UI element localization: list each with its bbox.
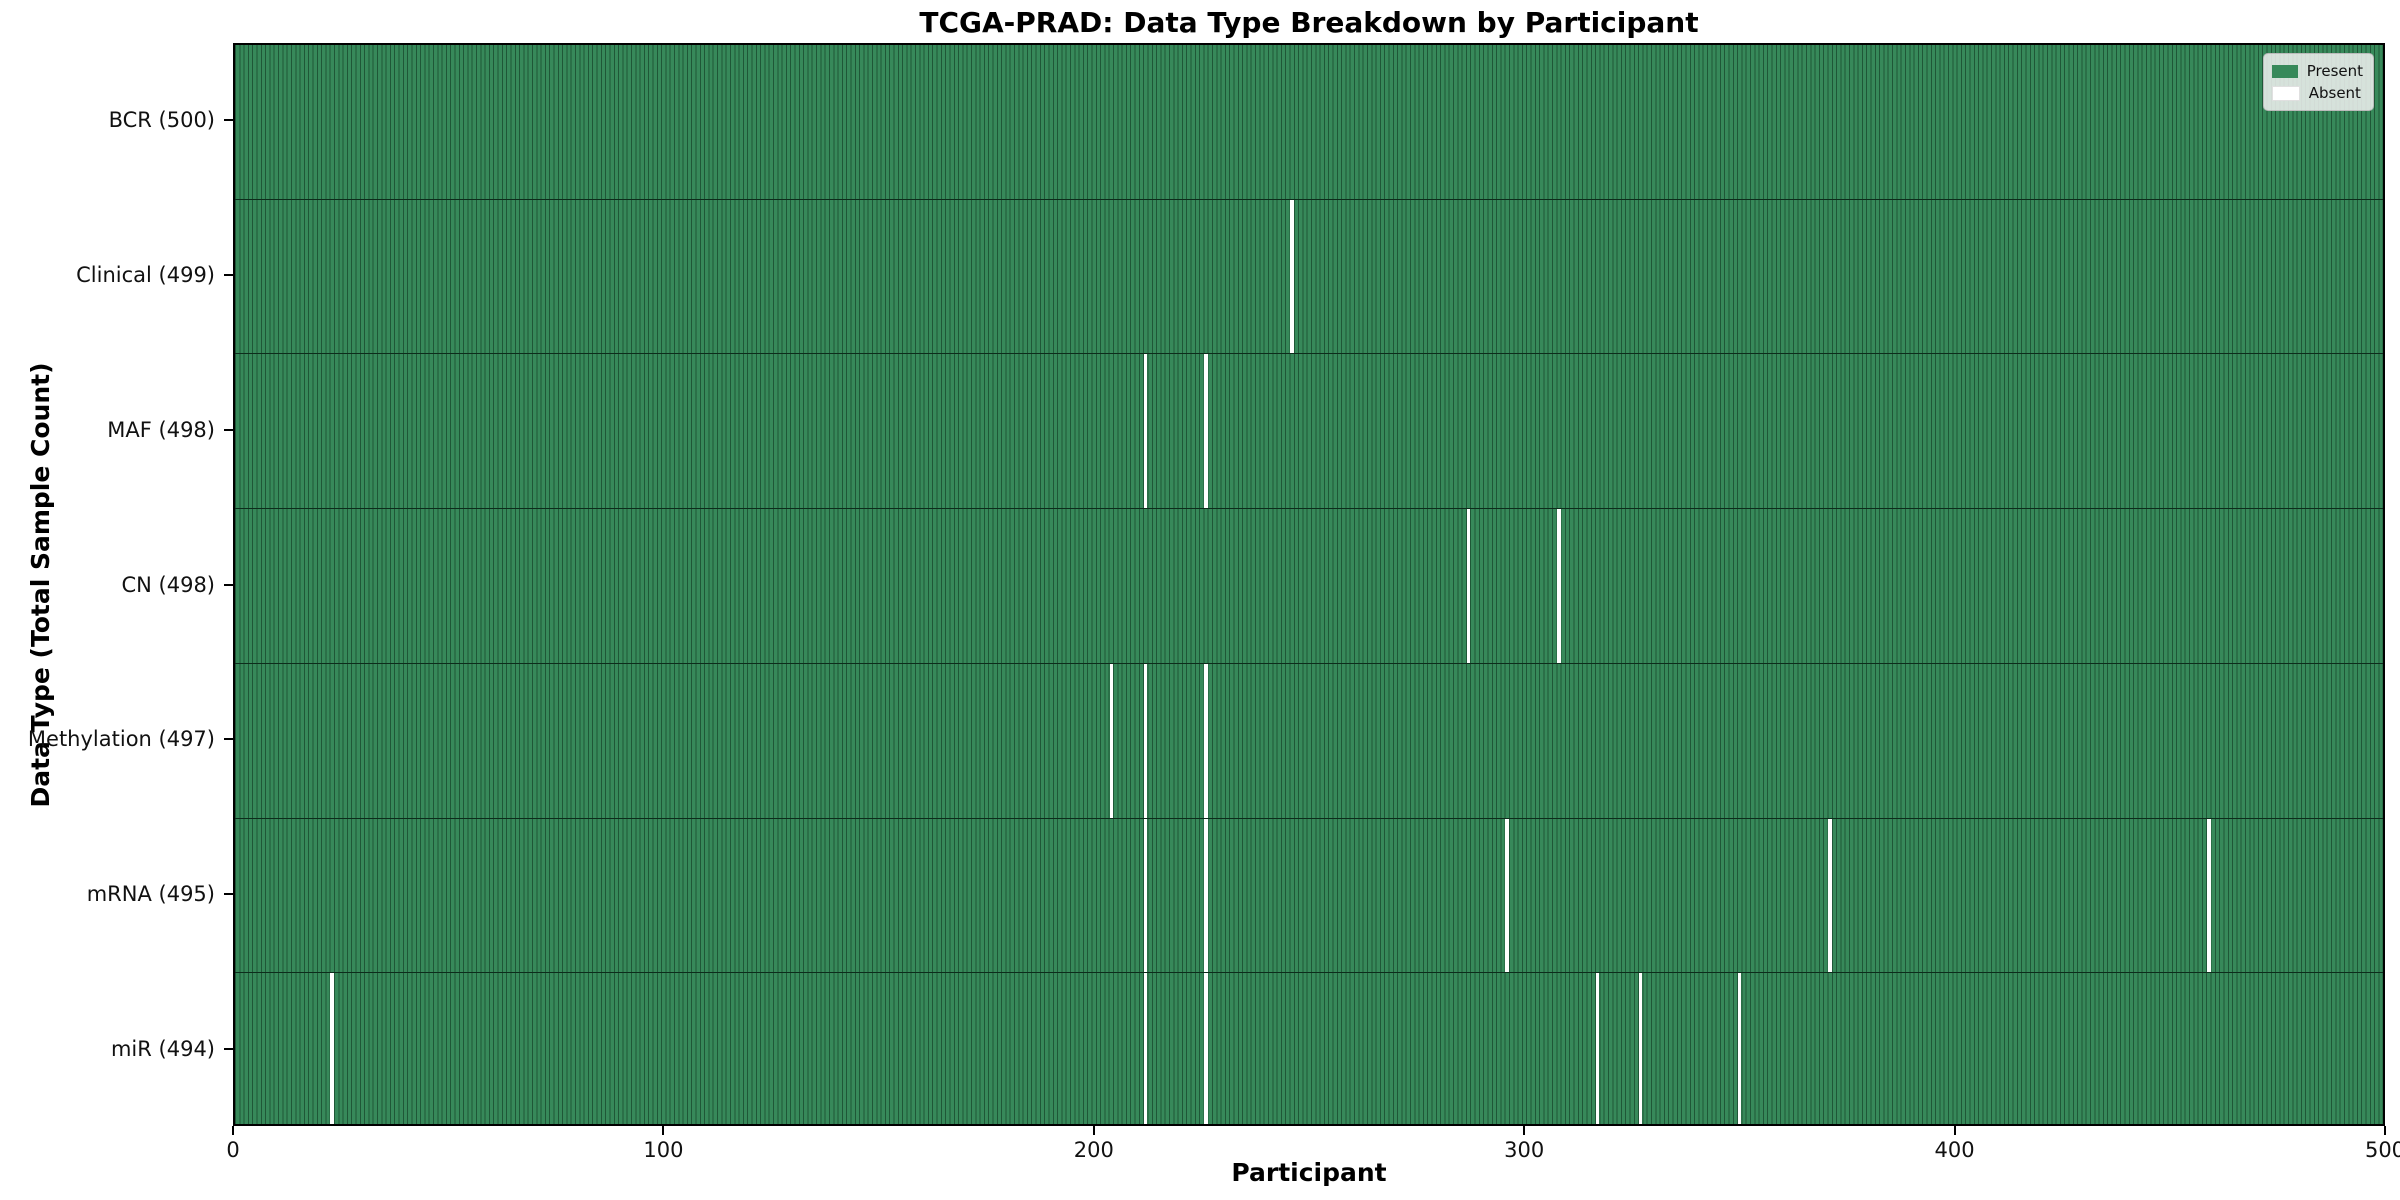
xtick-mark bbox=[2384, 1126, 2386, 1135]
xtick-mark bbox=[1092, 1126, 1095, 1135]
chart-title: TCGA-PRAD: Data Type Breakdown by Partic… bbox=[919, 6, 1699, 39]
xtick-label-100: 100 bbox=[643, 1138, 684, 1162]
ytick-label-bcr: BCR (500) bbox=[108, 108, 215, 133]
legend-absent-label: Absent bbox=[2308, 84, 2361, 102]
absent-gap-methylation-203 bbox=[1109, 663, 1113, 818]
absent-gap-mrna-458 bbox=[2207, 818, 2211, 973]
ytick-label-mir: miR (494) bbox=[110, 1036, 215, 1061]
ytick-label-clinical: Clinical (499) bbox=[76, 263, 215, 288]
ytick-label-cn: CN (498) bbox=[121, 572, 215, 597]
absent-gap-mir-316 bbox=[1595, 973, 1600, 1124]
ytick-mark bbox=[224, 274, 233, 277]
absent-gap-mrna-211 bbox=[1143, 818, 1148, 973]
xtick-mark bbox=[232, 1126, 234, 1135]
absent-gap-maf-225 bbox=[1204, 354, 1208, 509]
heatmap-row-clinical bbox=[235, 199, 2383, 355]
heatmap-row-mir bbox=[235, 973, 2383, 1124]
xtick-label-200: 200 bbox=[1073, 1138, 1114, 1162]
absent-gap-mir-225 bbox=[1204, 973, 1208, 1124]
legend: Present Absent bbox=[2262, 53, 2374, 111]
xtick-label-500: 500 bbox=[2364, 1138, 2400, 1162]
legend-absent-swatch bbox=[2271, 85, 2300, 101]
xtick-label-400: 400 bbox=[1934, 1138, 1975, 1162]
absent-gap-cn-286 bbox=[1466, 509, 1471, 663]
absent-gap-mrna-370 bbox=[1828, 818, 1832, 973]
ytick-mark bbox=[224, 1047, 233, 1050]
absent-gap-mrna-225 bbox=[1204, 818, 1208, 973]
absent-gap-clinical-245 bbox=[1290, 199, 1294, 354]
legend-present-swatch bbox=[2271, 64, 2298, 78]
xtick-mark bbox=[662, 1126, 665, 1135]
x-axis-label: Participant bbox=[1231, 1158, 1387, 1187]
ytick-mark bbox=[224, 738, 233, 741]
absent-gap-maf-211 bbox=[1143, 354, 1148, 509]
xtick-mark bbox=[1953, 1126, 1956, 1135]
absent-gap-mir-211 bbox=[1143, 973, 1148, 1124]
absent-gap-mir-349 bbox=[1737, 973, 1742, 1124]
ytick-mark bbox=[224, 583, 233, 586]
heatmap-row-cn bbox=[235, 509, 2383, 664]
absent-gap-mrna-295 bbox=[1505, 818, 1509, 973]
legend-present-label: Present bbox=[2306, 62, 2363, 80]
absent-gap-mir-326 bbox=[1638, 973, 1643, 1124]
heatmap-row-maf bbox=[235, 354, 2383, 510]
ytick-mark bbox=[224, 428, 233, 431]
xtick-label-300: 300 bbox=[1504, 1138, 1545, 1162]
xtick-mark bbox=[1523, 1126, 1526, 1135]
absent-gap-methylation-211 bbox=[1143, 663, 1148, 818]
plot-area: Present Absent bbox=[233, 43, 2385, 1126]
ytick-mark bbox=[224, 119, 233, 122]
legend-item-present: Present bbox=[2271, 60, 2363, 82]
absent-gap-methylation-225 bbox=[1204, 663, 1208, 818]
ytick-label-maf: MAF (498) bbox=[107, 417, 215, 442]
heatmap-row-mrna bbox=[235, 818, 2383, 974]
ytick-mark bbox=[224, 892, 233, 895]
absent-gap-cn-307 bbox=[1557, 509, 1561, 663]
legend-item-absent: Absent bbox=[2271, 82, 2363, 104]
heatmap-row-methylation bbox=[235, 663, 2383, 819]
ytick-label-methylation: Methylation (497) bbox=[27, 727, 215, 752]
ytick-label-mrna: mRNA (495) bbox=[86, 881, 215, 906]
absent-gap-mir-22 bbox=[330, 973, 334, 1124]
heatmap-row-bcr bbox=[235, 45, 2383, 200]
xtick-label-0: 0 bbox=[226, 1138, 240, 1162]
